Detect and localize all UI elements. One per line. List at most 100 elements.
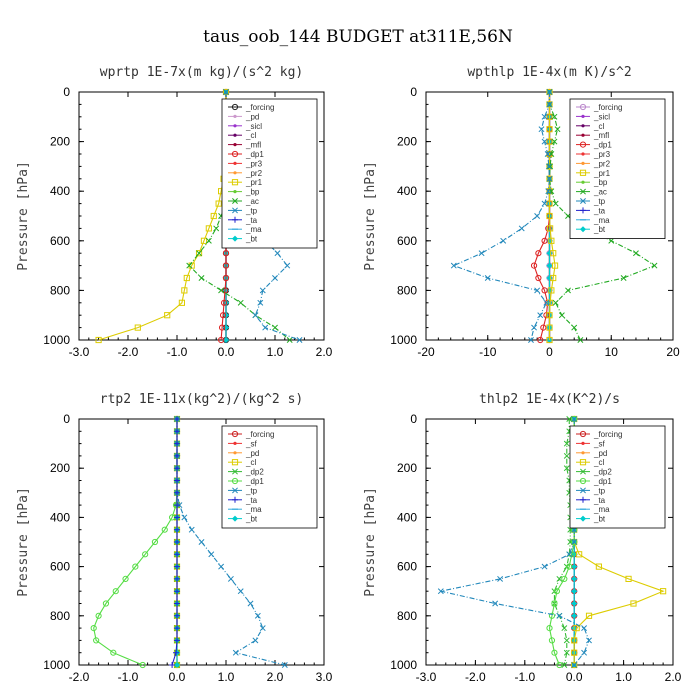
data-point-dp1 <box>556 661 563 669</box>
legend-label-sicl: _sicl <box>593 112 610 121</box>
data-point-dp1 <box>219 312 227 319</box>
panel-title: wpthlp 1E-4x(m K)/s^2 <box>467 65 631 80</box>
data-point-tp <box>500 237 507 244</box>
legend-label-sf: _sf <box>245 439 257 448</box>
legend-label-pr2: _pr2 <box>593 159 611 168</box>
data-point-tp <box>208 551 215 558</box>
panel-wpthlp: wpthlp 1E-4x(m K)/s^2 Pressure [hPa] -20 -1… <box>363 65 680 359</box>
y-tick-label: 0 <box>63 85 70 99</box>
legend-label-pd: _pd <box>245 449 259 458</box>
legend-marker-forcing <box>231 103 239 111</box>
data-point-dp1 <box>222 262 230 269</box>
y-tick-label: 400 <box>50 184 70 198</box>
data-point-tp <box>257 299 264 306</box>
legend-marker-bt <box>580 515 586 522</box>
data-point-ac <box>218 287 225 294</box>
x-tick-label: -1.0 <box>514 670 535 684</box>
data-point-cl <box>576 551 583 558</box>
y-tick-label: 200 <box>50 461 70 475</box>
legend-label-cl: _cl <box>593 122 604 131</box>
legend-marker-dp1 <box>231 477 239 485</box>
data-point-dp2 <box>556 575 563 582</box>
data-point-dp1 <box>218 324 226 331</box>
data-point-tp <box>272 275 278 281</box>
data-point-bt <box>571 588 578 595</box>
data-point-dp2 <box>561 662 568 668</box>
legend-box <box>221 425 318 529</box>
legend-box <box>569 98 666 240</box>
x-tick-label: 1.0 <box>218 670 235 684</box>
data-point-ta <box>174 539 180 545</box>
data-point-cl <box>630 600 637 607</box>
data-point-dp1 <box>122 575 129 583</box>
data-point-tp <box>534 213 541 219</box>
legend-label-ma: _ma <box>245 505 262 514</box>
legend-marker-bt <box>232 235 238 242</box>
data-point-ta <box>173 649 180 656</box>
data-point-dp1 <box>90 625 97 632</box>
legend-marker-ta <box>580 207 586 214</box>
data-point-ac <box>558 312 565 319</box>
data-point-dp1 <box>541 237 548 244</box>
data-point-ta <box>174 465 180 472</box>
legend: _forcing_sf_pd_cl_dp2_dp1_tp_ta_ma_bt <box>221 425 318 529</box>
data-point-tp <box>581 625 588 632</box>
legend-marker-dp1 <box>231 150 239 158</box>
data-point-dp1 <box>220 299 228 306</box>
data-point-pr1 <box>546 188 553 195</box>
x-tick-label: 1.0 <box>267 345 284 359</box>
legend-label-forcing: _forcing <box>593 103 622 112</box>
x-tick-label: 2.0 <box>267 670 284 684</box>
data-point-ac <box>213 225 220 232</box>
data-point-bt <box>571 575 578 582</box>
x-tick-label: 2.0 <box>665 670 682 684</box>
data-point-ac <box>608 237 615 244</box>
data-point-ac <box>565 287 571 294</box>
data-point-cl <box>571 637 578 644</box>
data-point-pr1 <box>550 250 557 257</box>
series-pr1 <box>95 88 230 344</box>
panel-wprtp: wprtp 1E-7x(m kg)/(s^2 kg) Pressure [hPa]… <box>16 65 333 359</box>
legend-box <box>569 425 666 529</box>
data-point-ta <box>174 575 180 582</box>
data-point-pr1 <box>546 150 553 158</box>
x-tick-label: -1.0 <box>118 670 139 684</box>
data-point-ta <box>174 625 180 632</box>
series-tp <box>450 89 553 343</box>
legend-label-pr3: _pr3 <box>593 150 611 159</box>
series-line-pr1 <box>98 92 227 341</box>
data-point-cl <box>660 588 667 595</box>
legend-label-bp: _bp <box>593 178 608 187</box>
y-tick-label: 1000 <box>43 333 70 347</box>
figure-title: taus_oob_144 BUDGET at311E,56N <box>203 27 513 47</box>
x-tick-label: 0.0 <box>566 670 583 684</box>
data-point-pr1 <box>195 250 203 257</box>
data-point-cl <box>573 625 580 632</box>
data-point-pr1 <box>164 312 171 319</box>
data-point-bt <box>174 662 180 668</box>
data-point-dp2 <box>561 625 568 632</box>
legend-marker-pd <box>233 114 237 118</box>
data-point-tp <box>227 575 234 582</box>
data-point-tp <box>252 637 259 644</box>
series-line-pr1 <box>548 92 556 340</box>
data-point-tp <box>252 312 259 319</box>
data-point-tp <box>188 526 195 533</box>
data-point-dp1 <box>553 588 561 595</box>
series-pr1 <box>546 88 559 344</box>
legend-marker-pr3 <box>233 161 237 165</box>
data-point-pr1 <box>215 200 222 207</box>
data-point-tp <box>296 337 303 343</box>
data-point-tp <box>543 299 550 306</box>
panel-title: thlp2 1E-4x(K^2)/s <box>479 392 620 407</box>
legend-label-forcing: _forcing <box>245 430 274 439</box>
legend-label-ma: _ma <box>593 505 610 514</box>
data-point-ac <box>186 262 193 269</box>
legend-marker-pr3 <box>581 152 585 156</box>
y-tick-label: 1000 <box>390 333 417 347</box>
data-point-dp1 <box>551 649 558 656</box>
panel-title: wprtp 1E-7x(m kg)/(s^2 kg) <box>100 65 304 80</box>
data-point-ta <box>174 637 180 644</box>
legend-marker-cl <box>579 459 587 466</box>
legend-label-pr2: _pr2 <box>245 169 263 178</box>
